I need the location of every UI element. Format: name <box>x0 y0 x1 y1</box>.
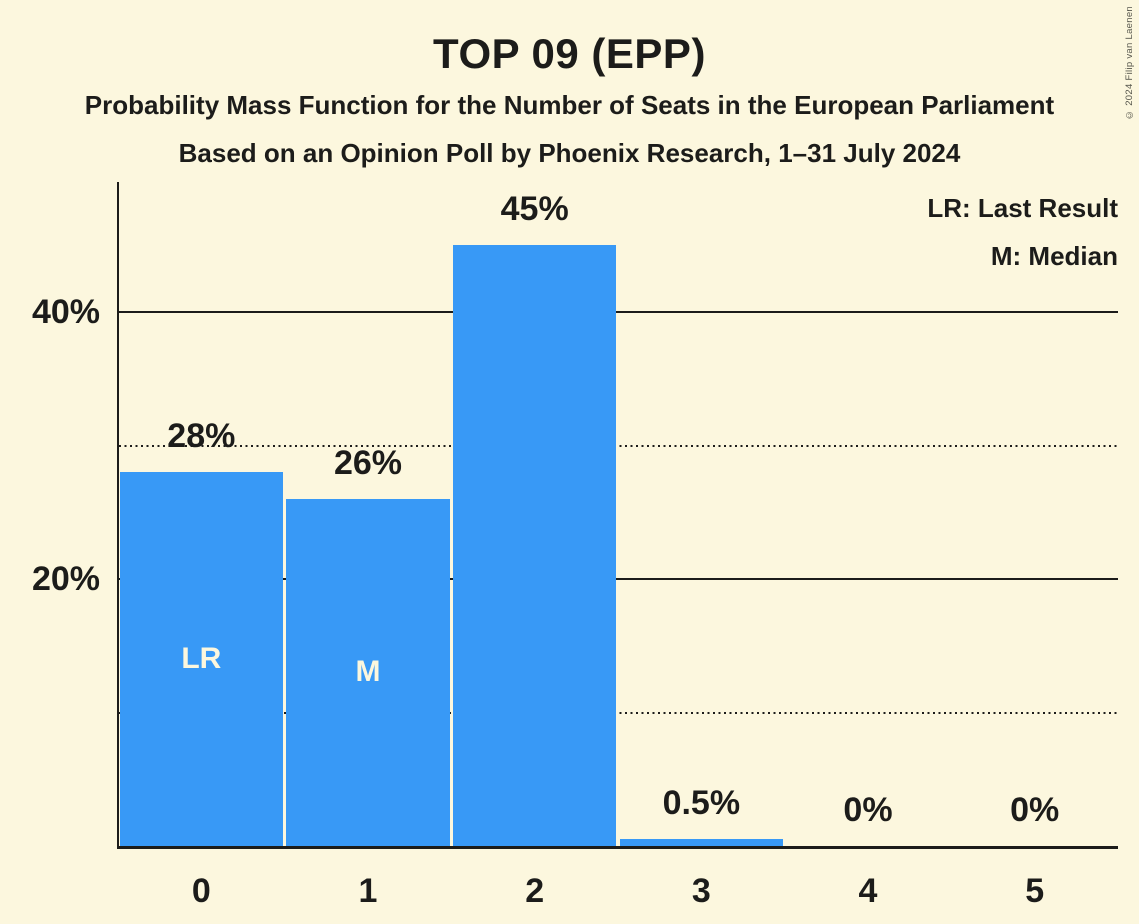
y-axis-tick-label: 20% <box>31 560 100 598</box>
bar-seats-1 <box>286 498 450 846</box>
bar-value-label-4: 0% <box>843 791 893 829</box>
bar-value-label-5: 0% <box>1010 791 1060 829</box>
bar-value-label-3: 0.5% <box>662 784 741 823</box>
chart-subtitle-line1: Probability Mass Function for the Number… <box>84 90 1055 120</box>
x-axis-tick-label-1: 1 <box>358 872 378 910</box>
x-axis-line <box>116 846 1118 849</box>
bar-annotation-lr: LR <box>181 642 222 676</box>
legend-item-median: M: Median <box>990 241 1118 271</box>
y-axis-line <box>116 182 119 849</box>
bar-seats-0 <box>119 472 284 846</box>
chart-legend: LR: Last Result M: Median <box>927 184 1118 280</box>
x-axis-tick-label-4: 4 <box>858 872 878 910</box>
bar-seats-2 <box>452 245 617 846</box>
x-axis-tick-label-3: 3 <box>691 872 711 910</box>
gridline-dotted-10pct <box>119 711 1118 714</box>
legend-item-last-result: LR: Last Result <box>927 193 1118 223</box>
bar-annotation-m: M <box>355 655 381 689</box>
x-axis-tick-label-0: 0 <box>191 872 211 910</box>
gridline-major-20pct <box>119 578 1118 580</box>
bar-value-label-1: 26% <box>333 443 403 482</box>
bar-value-label-2: 45% <box>500 190 569 229</box>
gridline-major-40pct <box>119 311 1118 313</box>
gridline-dotted-30pct <box>119 444 1118 447</box>
y-axis-tick-label: 40% <box>31 293 100 331</box>
x-axis-tick-label-2: 2 <box>525 872 545 910</box>
x-axis-tick-label-5: 5 <box>1025 872 1045 910</box>
bar-value-label-0: 28% <box>167 417 236 456</box>
chart-title: TOP 09 (EPP) <box>433 30 706 77</box>
chart-subtitle-line2: Based on an Opinion Poll by Phoenix Rese… <box>178 138 961 168</box>
bar-seats-3 <box>619 839 784 846</box>
